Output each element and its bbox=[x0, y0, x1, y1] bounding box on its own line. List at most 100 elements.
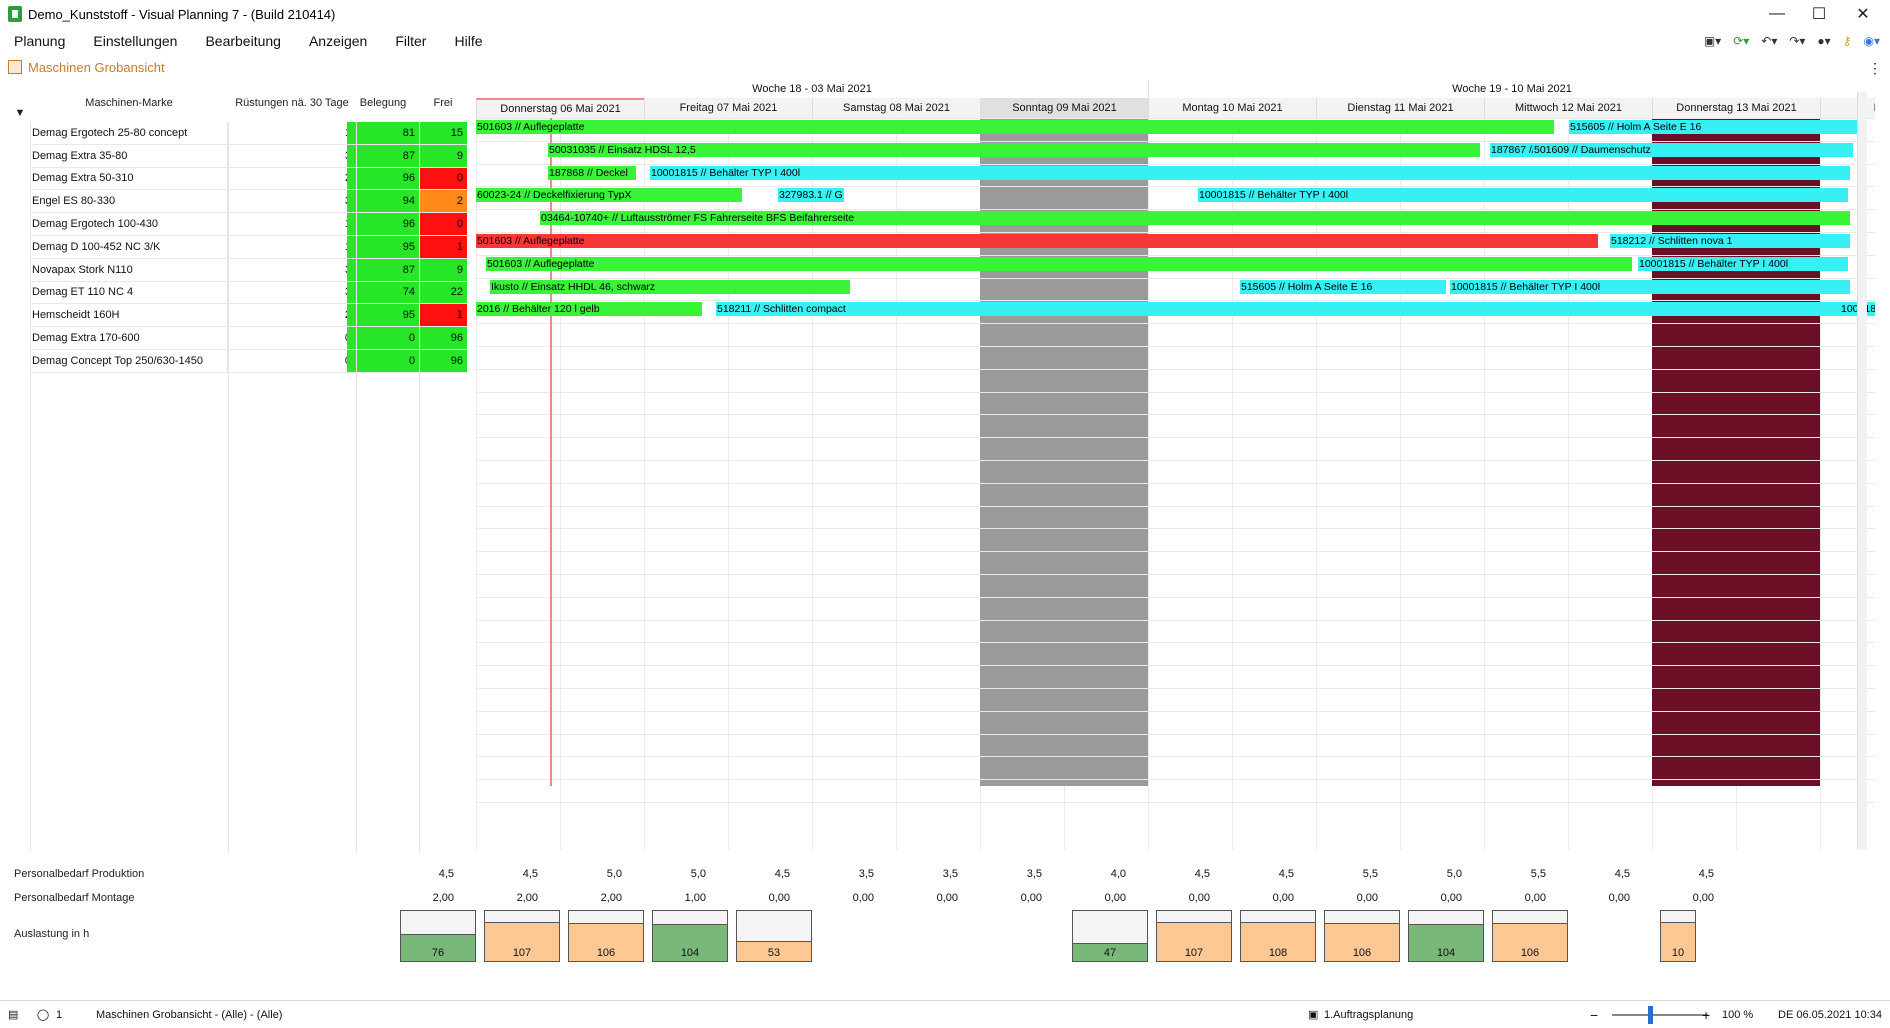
zoom-in-button[interactable]: + bbox=[1702, 1006, 1711, 1023]
personal-montage-value: 0,00 bbox=[936, 892, 958, 904]
menu-bearbeitung[interactable]: Bearbeitung bbox=[205, 33, 281, 49]
capacity-bar[interactable]: 106 bbox=[1492, 910, 1568, 962]
capacity-bar[interactable]: 106 bbox=[1324, 910, 1400, 962]
gantt-grid[interactable]: 501603 // Auflegeplatte 515605 // Holm A … bbox=[476, 118, 1875, 850]
capacity-bar[interactable]: 104 bbox=[652, 910, 728, 962]
personal-produktion-value: 4,5 bbox=[522, 868, 538, 880]
maximize-button[interactable]: ☐ bbox=[1811, 6, 1827, 23]
table-row[interactable]: Demag Extra 170-6000096 bbox=[10, 327, 468, 350]
table-row[interactable]: Hemscheidt 160H2951 bbox=[10, 304, 468, 328]
grid-row-line bbox=[476, 619, 1875, 621]
grid-row-line bbox=[476, 505, 1875, 507]
capacity-bar[interactable]: 107 bbox=[1156, 910, 1232, 962]
view-icon[interactable]: ▤ bbox=[8, 1009, 19, 1021]
capacity-bar[interactable]: 108 bbox=[1240, 910, 1316, 962]
table-row[interactable]: Demag ET 110 NC 437422 bbox=[10, 281, 468, 305]
capacity-fill: 106 bbox=[1325, 922, 1399, 961]
gantt-chart: Woche 18 - 03 Mai 2021 Woche 19 - 10 Mai… bbox=[476, 80, 1875, 850]
capacity-bar[interactable]: 106 bbox=[568, 910, 644, 962]
more-icon[interactable]: ⋮ bbox=[1868, 60, 1882, 76]
grid-column bbox=[1400, 118, 1401, 850]
order-bar[interactable]: 518212 // Schlitten nova 1 bbox=[1610, 234, 1850, 248]
grid-row-line bbox=[476, 528, 1875, 530]
zoom-out-button[interactable]: − bbox=[1590, 1006, 1599, 1023]
menu-anzeigen[interactable]: Anzeigen bbox=[308, 33, 368, 49]
capacity-bar[interactable]: 53 bbox=[736, 910, 812, 962]
order-bar[interactable]: 501603 // Auflegeplatte bbox=[486, 256, 1632, 271]
personal-produktion-value: 3,5 bbox=[942, 868, 958, 880]
close-button[interactable]: ✕ bbox=[1856, 6, 1870, 23]
menu-einstellungen[interactable]: Einstellungen bbox=[93, 33, 178, 49]
menu-filter[interactable]: Filter bbox=[395, 33, 427, 49]
day-label: Freitag 14 M bbox=[1820, 98, 1875, 118]
week-header: Woche 18 - 03 Mai 2021 Woche 19 - 10 Mai… bbox=[476, 80, 1875, 98]
table-row[interactable]: Engel ES 80-3303942 bbox=[10, 190, 468, 214]
empty-row bbox=[10, 464, 468, 487]
empty-row bbox=[10, 783, 468, 806]
table-row[interactable]: Demag Extra 35-803879 bbox=[10, 144, 468, 168]
auslastung-label: Auslastung in h bbox=[14, 928, 90, 940]
capacity-bar[interactable]: 107 bbox=[484, 910, 560, 962]
order-bar[interactable]: 60023-24 // Deckelfixierung TypX bbox=[476, 188, 742, 203]
minimize-button[interactable]: — bbox=[1769, 5, 1785, 22]
order-bar[interactable]: 515605 // Holm A Seite E 16 bbox=[1240, 279, 1446, 294]
header-frei[interactable]: Frei bbox=[433, 97, 453, 109]
table-row[interactable]: Demag Extra 50-3102960 bbox=[10, 167, 468, 191]
order-bar[interactable]: 501609 // Daumenschutz bbox=[1533, 142, 1853, 157]
order-bar[interactable]: 518211 // Schlitten compact bbox=[716, 302, 1852, 317]
sunday-block bbox=[980, 118, 1148, 786]
flag-icon[interactable]: ●▾ bbox=[1817, 34, 1831, 48]
gantt-scrollbar[interactable] bbox=[1857, 92, 1867, 850]
order-bar[interactable]: 501603 // Auflegeplatte bbox=[476, 234, 1598, 248]
menu-planung[interactable]: Planung bbox=[14, 33, 66, 49]
status-datetime: DE 06.05.2021 10:34 bbox=[1778, 1008, 1882, 1021]
sync-icon[interactable]: ⟳▾ bbox=[1733, 34, 1750, 48]
order-bar[interactable]: 10001815 // Behälter TYP I 400l bbox=[1638, 256, 1848, 271]
view-title: Maschinen Grobansicht bbox=[28, 59, 165, 75]
table-row[interactable]: Novapax Stork N1103879 bbox=[10, 258, 468, 282]
order-bar[interactable]: 50031035 // Einsatz HDSL 12,5 bbox=[548, 142, 1480, 157]
grid-column bbox=[476, 118, 477, 850]
order-bar[interactable]: 501603 // Auflegeplatte bbox=[476, 120, 1554, 134]
header-belegung[interactable]: Belegung bbox=[359, 97, 407, 109]
capacity-fill: 107 bbox=[485, 922, 559, 961]
table-row[interactable]: Demag Ergotech 100-4301960 bbox=[10, 213, 468, 236]
menu-hilfe[interactable]: Hilfe bbox=[454, 33, 483, 49]
order-bar[interactable]: 327983.1 // G bbox=[778, 188, 844, 203]
capacity-bar[interactable]: 10 bbox=[1660, 910, 1696, 962]
key-icon[interactable]: ⚷ bbox=[1842, 34, 1852, 48]
order-bar[interactable]: 10001815 // Behälter TYP I 400l bbox=[1450, 279, 1850, 294]
machine-name: Demag Ergotech 25-80 concept bbox=[30, 122, 228, 145]
undo-icon[interactable]: ↶▾ bbox=[1761, 34, 1778, 48]
chat-icon[interactable]: ◉▾ bbox=[1863, 34, 1881, 48]
personal-montage-value: 0,00 bbox=[1272, 892, 1294, 904]
order-bar[interactable]: 03464-10740+ // Luftausströmer FS Fahrer… bbox=[540, 211, 1850, 226]
app-icon bbox=[8, 6, 22, 22]
frei-value: 1 bbox=[419, 236, 467, 259]
order-bar[interactable]: Ikusto // Einsatz HHDL 46, schwarz bbox=[490, 279, 850, 294]
capacity-fill: 106 bbox=[1493, 922, 1567, 961]
capacity-bar[interactable]: 104 bbox=[1408, 910, 1484, 962]
table-row[interactable]: Demag Ergotech 25-80 concept18115 bbox=[10, 122, 468, 145]
table-row[interactable]: Demag Concept Top 250/630-14500096 bbox=[10, 350, 468, 373]
day-label: Samstag 08 Mai 2021 bbox=[812, 98, 980, 118]
redo-icon[interactable]: ↷▾ bbox=[1789, 34, 1806, 48]
header-ruestungen[interactable]: Rüstungen nä. 30 Tage bbox=[235, 97, 349, 109]
current-time-line bbox=[550, 118, 552, 786]
table-row[interactable]: Demag D 100-452 NC 3/K1951 bbox=[10, 236, 468, 259]
capacity-bar[interactable]: 76 bbox=[400, 910, 476, 962]
capacity-bar[interactable]: 47 bbox=[1072, 910, 1148, 962]
order-bar[interactable]: 515605 // Holm A Seite E 16 bbox=[1569, 120, 1859, 134]
filter-arrow-icon[interactable]: ▼ bbox=[14, 107, 26, 119]
header-name[interactable]: Maschinen-Marke bbox=[85, 97, 173, 109]
grid-row-line bbox=[476, 688, 1875, 689]
grid-column bbox=[644, 118, 645, 850]
order-bar[interactable]: 10001815 // Behälter TYP I 400l bbox=[650, 165, 1850, 180]
grid-column bbox=[812, 118, 813, 850]
order-bar[interactable]: 10001815 // Behälter TYP I 400l bbox=[1198, 188, 1848, 203]
order-bar[interactable]: 187868 // Deckel bbox=[548, 165, 636, 180]
zoom-slider[interactable] bbox=[1612, 1001, 1708, 1028]
screen-icon[interactable]: ▣▾ bbox=[1703, 34, 1722, 48]
ruestungen-value: 0 bbox=[228, 350, 356, 373]
order-bar[interactable]: 2016 // Behälter 120 l gelb bbox=[476, 302, 702, 317]
